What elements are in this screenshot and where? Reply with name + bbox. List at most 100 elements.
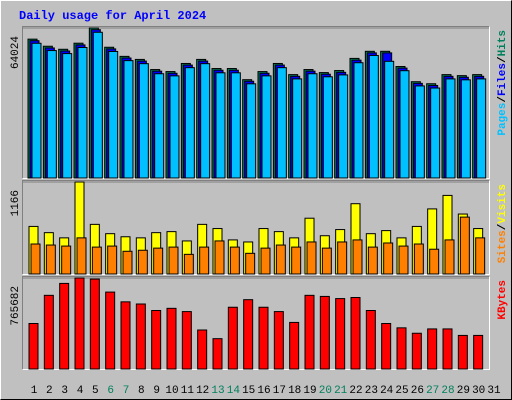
x-tick-label: 13 [211,385,224,397]
bar [169,75,180,179]
x-tick-label: 6 [107,385,114,397]
x-tick-label: 28 [441,385,454,397]
bar [261,75,272,179]
bar [383,242,394,275]
bar [123,60,134,179]
x-tick-label: 31 [487,385,501,397]
x-tick-label: 2 [46,385,53,397]
bar [427,328,438,370]
bar [322,76,333,179]
bar [367,246,378,275]
bar [460,79,471,179]
legend-entry: Sites [497,230,509,263]
bar [353,62,364,179]
bar [92,31,103,179]
bar [292,78,303,179]
bar [260,247,271,275]
bar [243,299,254,370]
bar [122,250,133,275]
bar [200,63,211,179]
bar [368,54,379,179]
x-tick-label: 9 [153,385,160,397]
bar [398,245,409,275]
bar [28,323,39,370]
legend-entry: Files [497,63,509,96]
bar [304,294,315,370]
bar [184,67,195,179]
bar [215,72,226,179]
x-tick-label: 8 [138,385,145,397]
bar [365,310,376,370]
bar [273,311,284,370]
legend: Sites/Visits [497,184,509,263]
bar [338,74,349,179]
panel-bevel-light [22,276,490,370]
bar [414,85,425,179]
x-tick-label: 16 [257,385,270,397]
bar [229,246,240,275]
bar [399,70,410,179]
legend-separator: / [497,96,509,103]
bar [227,306,238,370]
x-tick-label: 14 [227,385,241,397]
bar [473,334,484,370]
bar [120,301,131,370]
legend-entry: KBytes [497,280,509,320]
bar [91,246,102,275]
bar [275,244,286,275]
bar [181,311,192,370]
legend-entry: Visits [497,184,509,224]
x-tick-label: 27 [426,385,439,397]
x-tick-label: 17 [273,385,286,397]
bar [350,297,361,370]
bar [411,332,422,370]
bar [335,298,346,370]
bar [77,47,88,179]
bar [381,323,392,370]
bar [276,67,287,179]
bar [31,42,42,179]
bar [476,78,487,179]
bar [258,306,269,370]
x-tick-label: 29 [457,385,470,397]
bar [197,329,208,370]
bar [89,278,100,370]
bar [43,294,54,370]
x-tick-label: 22 [349,385,362,397]
bar [59,282,70,370]
bar [154,73,165,179]
bar [105,291,116,370]
bar [352,239,363,275]
bar [430,87,441,179]
legend-separator: / [497,223,509,230]
bar [245,252,256,275]
bar [166,307,177,370]
bar [153,247,164,275]
bar [475,237,486,275]
y-tick-label: 1166 [10,190,22,216]
bar [396,327,407,370]
bar [413,243,424,275]
legend-separator: / [497,56,509,63]
y-tick-label: 64024 [10,36,22,69]
bar [214,240,225,275]
bar [445,78,456,179]
bar [337,241,348,275]
legend-entry: Pages [497,103,509,136]
bar [429,248,440,275]
x-tick-label: 19 [303,385,316,397]
x-tick-label: 12 [196,385,209,397]
x-tick-label: 4 [77,385,84,397]
x-tick-label: 20 [319,385,332,397]
bar [151,310,162,370]
bar [199,246,210,275]
x-tick-label: 18 [288,385,301,397]
x-tick-label: 24 [380,385,394,397]
bar [384,60,395,179]
x-tick-label: 23 [365,385,378,397]
bar [459,216,470,275]
bar [442,328,453,370]
x-tick-label: 21 [334,385,348,397]
x-tick-label: 3 [61,385,68,397]
